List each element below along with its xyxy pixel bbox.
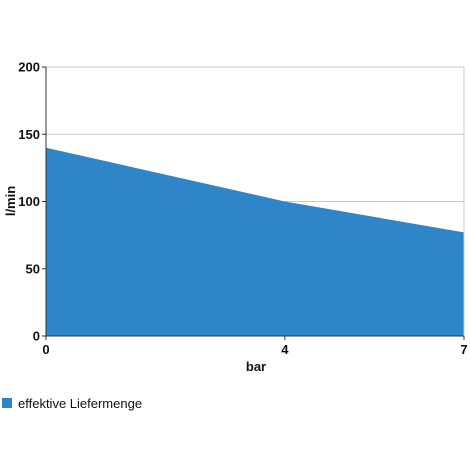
y-tick-label-0: 0 xyxy=(33,329,40,344)
tick-labels: 0 50 100 150 200 0 4 7 xyxy=(18,60,467,358)
x-tick-label-0: 0 xyxy=(42,342,49,357)
series-area xyxy=(45,147,465,336)
y-tick-label-50: 50 xyxy=(26,261,40,276)
legend-label: effektive Liefermenge xyxy=(18,396,142,411)
area-series-0 xyxy=(46,147,464,336)
axes xyxy=(42,66,465,340)
x-tick-label-4: 4 xyxy=(281,342,289,357)
x-tick-label-7: 7 xyxy=(460,342,467,357)
y-axis-title: l/min xyxy=(3,186,18,216)
y-tick-label-200: 200 xyxy=(18,60,40,75)
y-tick-label-100: 100 xyxy=(18,194,40,209)
y-tick-label-150: 150 xyxy=(18,127,40,142)
legend: effektive Liefermenge xyxy=(2,396,142,411)
legend-swatch xyxy=(2,398,12,408)
x-axis-title: bar xyxy=(246,359,266,374)
